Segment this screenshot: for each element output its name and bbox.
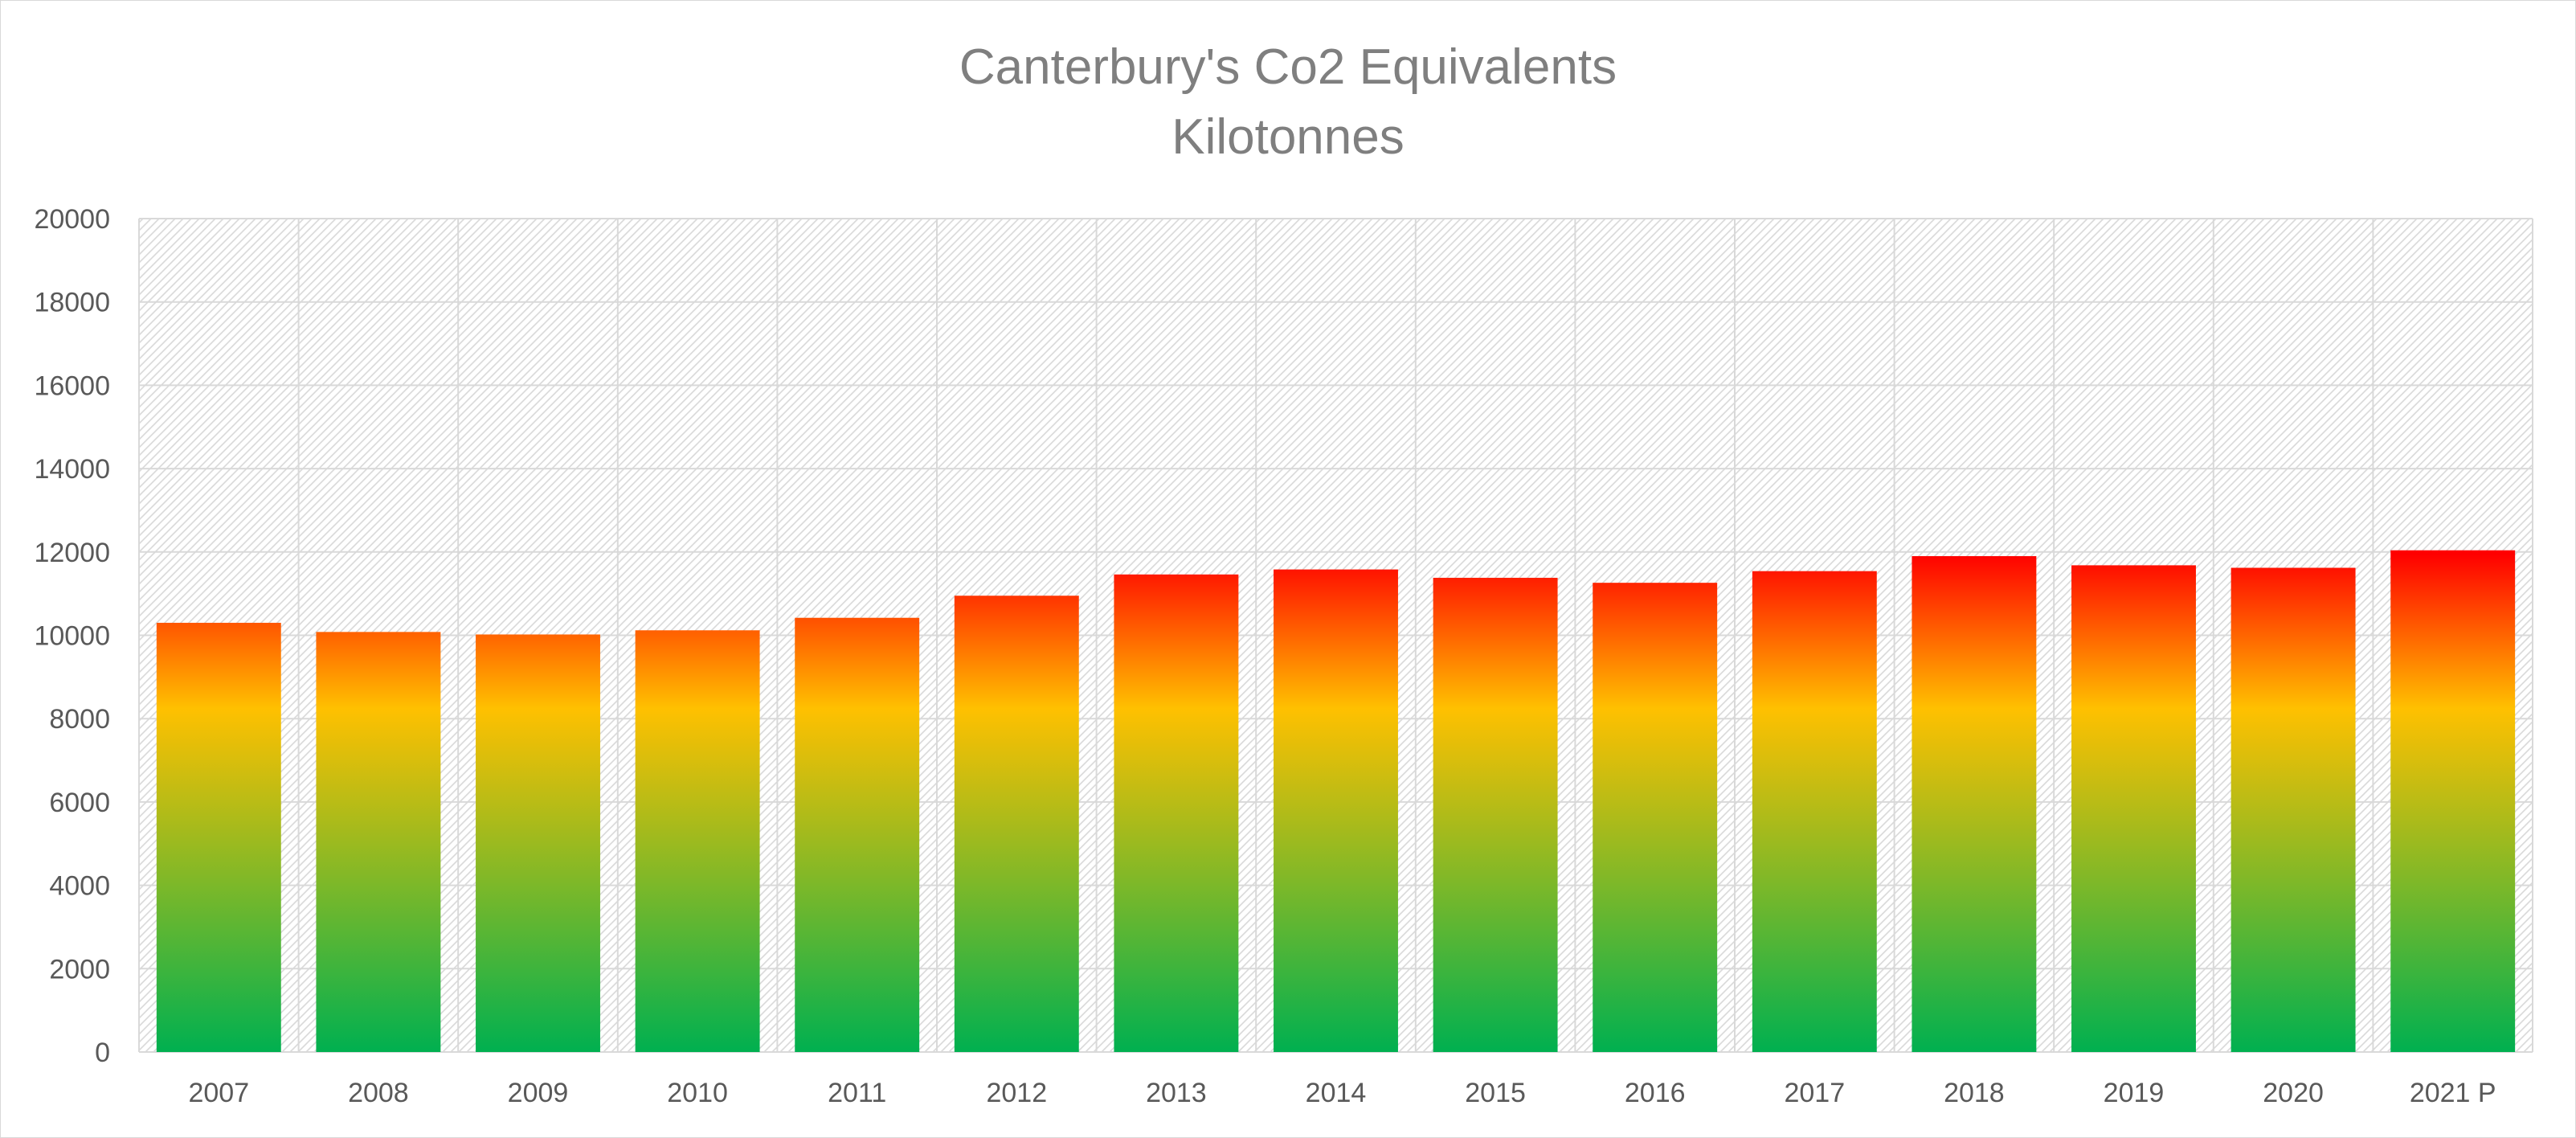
- y-tick-label: 12000: [34, 538, 110, 568]
- bar-2011: [795, 617, 920, 1052]
- y-tick-label: 18000: [34, 288, 110, 318]
- x-tick-label: 2017: [1784, 1078, 1845, 1108]
- bar-2015: [1433, 577, 1558, 1052]
- y-tick-label: 2000: [49, 954, 110, 984]
- x-axis-tick-labels: 2007 2008 2009 2010 2011 2012 2013 2014 2015 2016…: [188, 1078, 2496, 1108]
- bar-2018: [1912, 555, 2037, 1052]
- bar-2013: [1114, 574, 1239, 1052]
- x-tick-label: 2013: [1146, 1078, 1207, 1108]
- x-tick-label: 2012: [986, 1078, 1047, 1108]
- y-tick-label: 10000: [34, 621, 110, 652]
- x-tick-label: 2014: [1306, 1078, 1367, 1108]
- y-tick-label: 4000: [49, 871, 110, 902]
- x-tick-label: 2016: [1625, 1078, 1686, 1108]
- chart-title: Canterbury's Co2 Equivalents: [959, 39, 1617, 95]
- y-axis-tick-labels: 0 2000 4000 6000 8000 10000 12000 14000 16000 180…: [34, 204, 110, 1068]
- vertical-gridlines: [138, 219, 2533, 1052]
- bar-2009: [476, 634, 600, 1052]
- chart-subtitle: Kilotonnes: [1171, 109, 1405, 165]
- x-tick-label: 2009: [508, 1078, 569, 1108]
- bar-2007: [156, 622, 281, 1052]
- y-tick-label: 20000: [34, 204, 110, 235]
- x-tick-label: 2008: [348, 1078, 409, 1108]
- bar-2008: [316, 632, 441, 1052]
- y-tick-label: 6000: [49, 788, 110, 818]
- y-tick-label: 14000: [34, 454, 110, 485]
- x-tick-label: 2007: [188, 1078, 249, 1108]
- x-tick-label: 2020: [2263, 1078, 2324, 1108]
- bar-2019: [2071, 565, 2196, 1052]
- bar-series: [156, 550, 2516, 1052]
- y-tick-label: 0: [95, 1038, 110, 1068]
- x-tick-label: 2018: [1944, 1078, 2005, 1108]
- y-tick-label: 8000: [49, 704, 110, 735]
- x-tick-label: 2010: [667, 1078, 728, 1108]
- bar-2010: [635, 630, 760, 1052]
- bar-2012: [954, 596, 1079, 1052]
- x-tick-label: 2019: [2104, 1078, 2165, 1108]
- y-tick-label: 16000: [34, 370, 110, 401]
- x-tick-label: 2011: [828, 1078, 886, 1108]
- bar-2016: [1593, 583, 1718, 1052]
- x-tick-label: 2021 P: [2410, 1078, 2496, 1108]
- bar-2017: [1752, 571, 1877, 1052]
- bar-2020: [2230, 567, 2356, 1052]
- x-tick-label: 2015: [1465, 1078, 1526, 1108]
- bar-2021-p: [2390, 550, 2516, 1052]
- bar-2014: [1274, 569, 1398, 1052]
